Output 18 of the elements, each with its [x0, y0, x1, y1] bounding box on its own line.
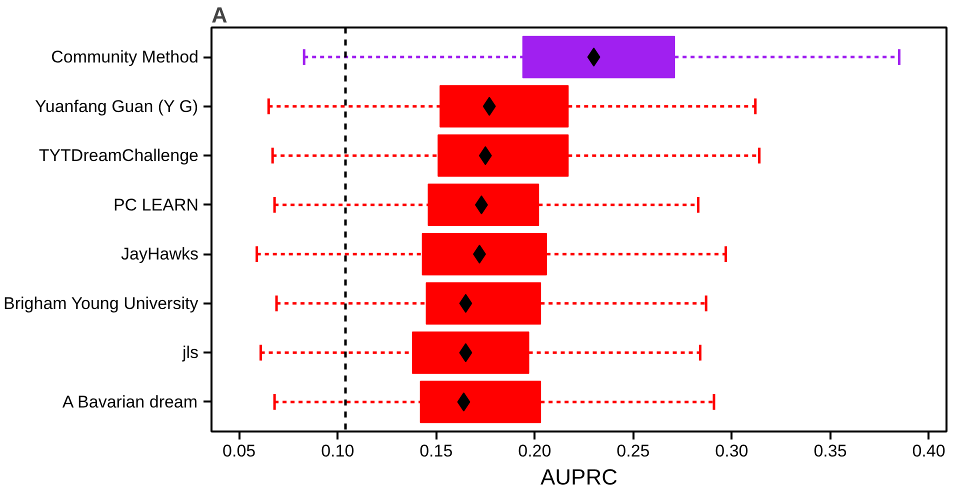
x-tick-label: 0.40	[912, 442, 946, 460]
y-tick-label: A Bavarian dream	[62, 392, 198, 412]
y-tick-label: Community Method	[51, 48, 198, 67]
y-tick-label: PC LEARN	[113, 195, 199, 214]
y-tick-label: TYTDreamChallenge	[38, 146, 199, 166]
x-tick-label: 0.25	[616, 442, 650, 460]
x-tick-label: 0.20	[518, 442, 552, 460]
y-tick-label: Brigham Young University	[4, 294, 199, 313]
x-tick-label: 0.35	[814, 442, 847, 460]
chart-title: A	[212, 2, 228, 28]
x-tick-label: 0.15	[420, 442, 453, 460]
x-tick-label: 0.30	[715, 442, 748, 460]
y-tick-label: jls	[181, 343, 199, 362]
x-axis-title: AUPRC	[540, 464, 618, 490]
x-tick-label: 0.10	[321, 442, 354, 460]
x-tick-label: 0.05	[222, 442, 256, 460]
y-tick-label: JayHawks	[121, 244, 199, 264]
y-tick-label: Yuanfang Guan (Y G)	[35, 96, 198, 116]
